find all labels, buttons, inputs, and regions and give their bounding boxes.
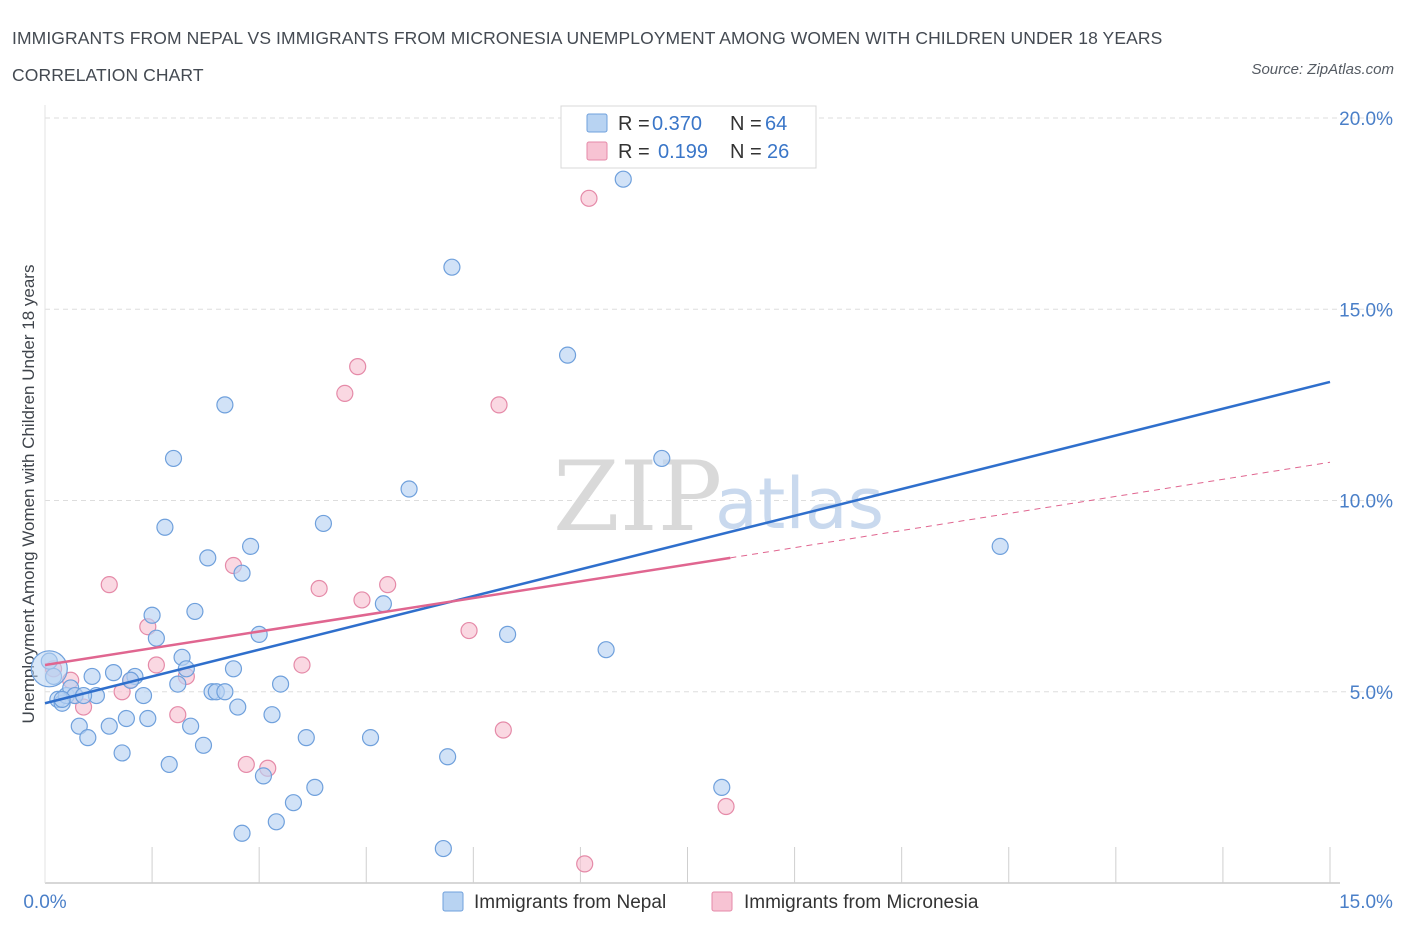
micronesia-point — [148, 657, 164, 673]
trend-lines — [45, 382, 1330, 703]
micronesia-point — [238, 756, 254, 772]
y-tick-label: 5.0% — [1350, 683, 1393, 704]
micronesia-point — [495, 722, 511, 738]
nepal-trend-line — [45, 382, 1330, 703]
micronesia-point — [577, 856, 593, 872]
nepal-point — [225, 661, 241, 677]
legend-micronesia-n-value: 26 — [767, 141, 789, 163]
bottom-legend-micronesia: Immigrants from Micronesia — [744, 892, 979, 913]
nepal-point — [148, 630, 164, 646]
nepal-point — [307, 779, 323, 795]
micronesia-point — [354, 592, 370, 608]
bottom-legend-swatch-micronesia — [712, 892, 732, 911]
nepal-point — [187, 603, 203, 619]
micronesia-point — [294, 657, 310, 673]
nepal-point — [157, 519, 173, 535]
nepal-point — [714, 779, 730, 795]
micronesia-point — [491, 397, 507, 413]
y-tick-label: 15.0% — [1339, 300, 1393, 321]
legend-swatch-nepal — [587, 114, 607, 132]
nepal-point — [217, 397, 233, 413]
watermark-zip: ZIP — [553, 441, 722, 553]
nepal-point — [298, 730, 314, 746]
nepal-point — [401, 481, 417, 497]
watermark: ZIP atlas — [553, 441, 884, 553]
nepal-point — [598, 642, 614, 658]
nepal-point — [654, 450, 670, 466]
micronesia-point — [170, 707, 186, 723]
nepal-point — [166, 450, 182, 466]
nepal-point — [251, 626, 267, 642]
nepal-point — [264, 707, 280, 723]
nepal-point — [101, 718, 117, 734]
nepal-point — [315, 515, 331, 531]
nepal-point — [363, 730, 379, 746]
nepal-point — [118, 711, 134, 727]
nepal-point — [500, 626, 516, 642]
micronesia-point — [311, 580, 327, 596]
chart-canvas: ZIP atlas 5.0% 10.0% 15.0% 20.0% 0.0% 15.0%… — [0, 0, 1406, 930]
nepal-point — [195, 737, 211, 753]
nepal-point — [230, 699, 246, 715]
nepal-point — [114, 745, 130, 761]
nepal-point — [992, 538, 1008, 554]
legend-nepal-n-value: 64 — [765, 113, 787, 135]
legend-nepal-r-label: R = — [618, 113, 650, 135]
nepal-point — [144, 607, 160, 623]
legend-micronesia-n-label: N = — [730, 141, 762, 163]
nepal-point — [84, 668, 100, 684]
nepal-point — [268, 814, 284, 830]
legend-nepal-r-value: 0.370 — [652, 113, 702, 135]
nepal-point — [234, 825, 250, 841]
stats-legend: R = 0.370 N = 64 R = 0.199 N = 26 — [561, 106, 816, 168]
nepal-point — [106, 665, 122, 681]
watermark-atlas: atlas — [715, 463, 884, 545]
nepal-point — [161, 756, 177, 772]
nepal-point — [615, 171, 631, 187]
micronesia-point — [718, 799, 734, 815]
legend-nepal-n-label: N = — [730, 113, 762, 135]
micronesia-point — [581, 190, 597, 206]
micronesia-point — [380, 577, 396, 593]
nepal-point — [80, 730, 96, 746]
nepal-point — [375, 596, 391, 612]
bottom-legend-swatch-nepal — [443, 892, 463, 911]
legend-swatch-micronesia — [587, 142, 607, 160]
x-tick-label-max: 15.0% — [1339, 892, 1393, 913]
nepal-point-cluster — [31, 651, 67, 687]
x-tick-label-min: 0.0% — [23, 892, 66, 913]
nepal-point — [440, 749, 456, 765]
micronesia-point — [101, 577, 117, 593]
nepal-point — [234, 565, 250, 581]
nepal-point — [183, 718, 199, 734]
y-tick-labels: 5.0% 10.0% 15.0% 20.0% — [1339, 109, 1393, 704]
bottom-legend-nepal: Immigrants from Nepal — [474, 892, 666, 913]
y-tick-label: 10.0% — [1339, 492, 1393, 513]
micronesia-point — [461, 623, 477, 639]
nepal-point — [444, 259, 460, 275]
nepal-point — [285, 795, 301, 811]
nepal-point — [136, 688, 152, 704]
grid-layer — [45, 118, 1392, 692]
y-axis-label: Unemployment Among Women with Children U… — [19, 265, 38, 724]
legend-micronesia-r-label: R = — [618, 141, 650, 163]
micronesia-point — [350, 359, 366, 375]
nepal-point — [435, 841, 451, 857]
nepal-point — [170, 676, 186, 692]
x-tick-marks — [152, 847, 1330, 883]
y-tick-label: 20.0% — [1339, 109, 1393, 130]
nepal-point — [560, 347, 576, 363]
nepal-point — [217, 684, 233, 700]
legend-micronesia-r-value: 0.199 — [658, 141, 708, 163]
nepal-point — [140, 711, 156, 727]
nepal-point — [200, 550, 216, 566]
nepal-point — [273, 676, 289, 692]
nepal-point — [255, 768, 271, 784]
micronesia-point — [337, 385, 353, 401]
bottom-legend: Immigrants from Nepal Immigrants from Mi… — [443, 892, 979, 913]
nepal-point — [243, 538, 259, 554]
